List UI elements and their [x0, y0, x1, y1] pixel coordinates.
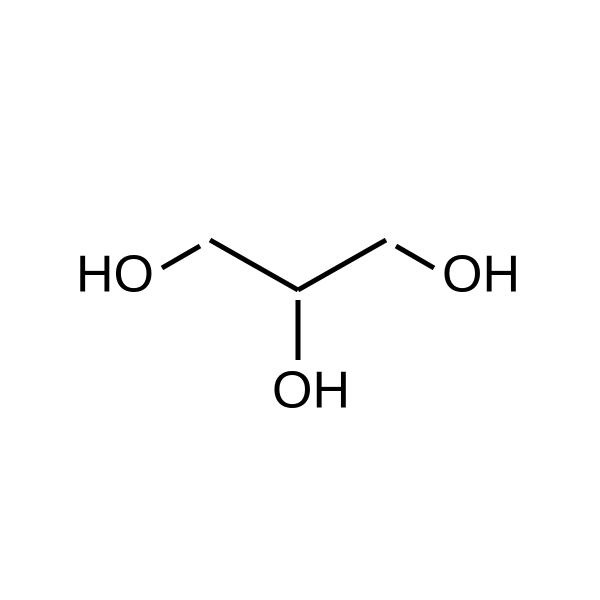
atom-label-o_left: HO — [76, 246, 154, 304]
atom-label-o_right: OH — [442, 246, 520, 304]
bond-1 — [298, 240, 386, 290]
bond-3 — [396, 246, 434, 268]
bond-0 — [210, 240, 298, 290]
atom-label-o_bottom: OH — [272, 362, 350, 420]
molecule-diagram: HO OH OH — [0, 0, 600, 600]
bond-2 — [162, 246, 200, 268]
